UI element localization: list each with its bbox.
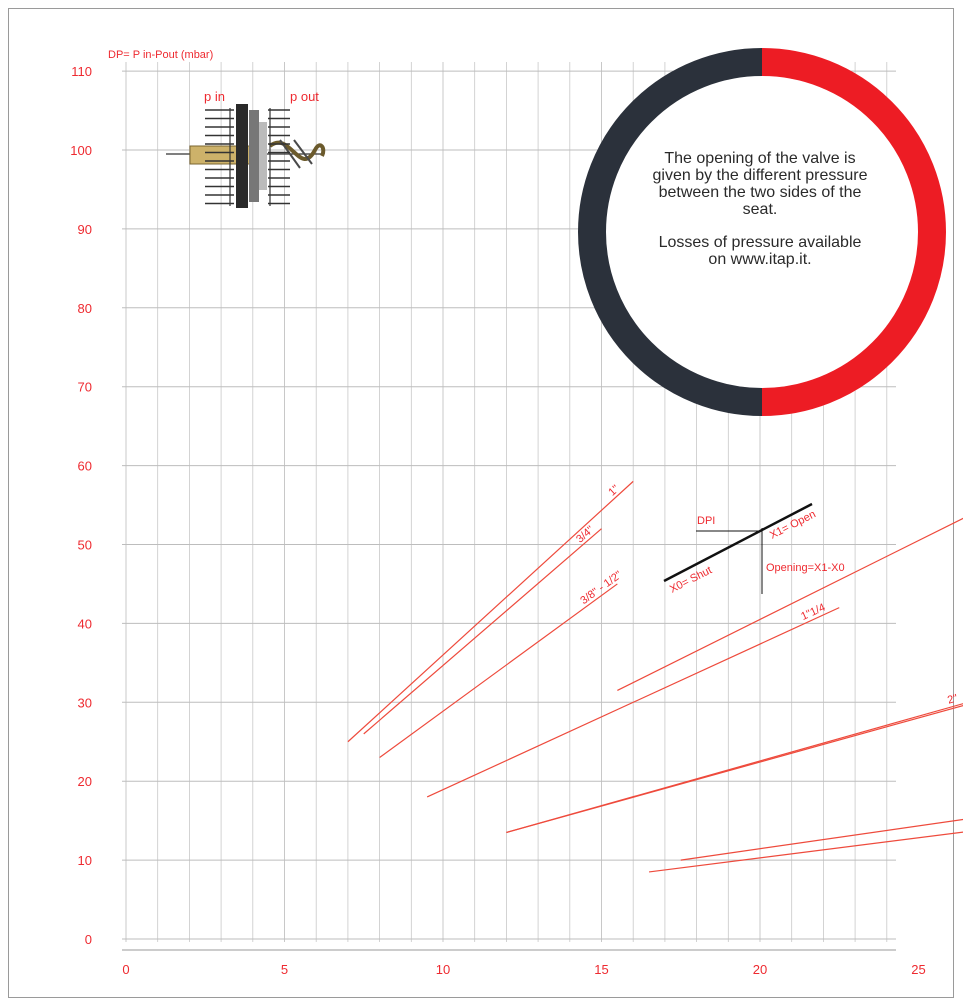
series-label: 3/4" [574, 524, 596, 546]
p-out-label: p out [290, 89, 319, 104]
y-tick-label: 30 [78, 695, 92, 710]
y-tick-label: 10 [78, 853, 92, 868]
y-tick-label: 90 [78, 222, 92, 237]
opening-legend-diagram: DPI X1= Open X0= Shut Opening=X1-X0 [663, 502, 845, 596]
info-circle-text: The opening of the valve is given by the… [648, 150, 872, 284]
series-line [347, 480, 634, 743]
y-tick-label: 40 [78, 616, 92, 631]
series-line [506, 703, 963, 834]
series-line [617, 517, 963, 692]
opening-formula-label: Opening=X1-X0 [766, 562, 845, 574]
y-tick-label: 70 [78, 380, 92, 395]
y-tick-label: 0 [85, 932, 92, 947]
x0-shut-label: X0= Shut [668, 564, 714, 595]
series-line [426, 607, 840, 798]
y-axis-label: DP= P in-Pout (mbar) [108, 49, 213, 61]
y-tick-label: 100 [70, 143, 92, 158]
x-tick-label: 20 [753, 962, 767, 977]
series-label: 2" [946, 692, 959, 706]
dpi-label: DPI [697, 515, 715, 527]
p-in-label: p in [204, 89, 225, 104]
y-tick-label: 110 [71, 64, 92, 79]
info-paragraph-2: Losses of pressure available on www.itap… [658, 234, 862, 268]
series-label: 1" [606, 483, 622, 499]
page-frame [8, 8, 954, 998]
y-tick-label: 80 [78, 301, 92, 316]
y-tick-label: 20 [78, 774, 92, 789]
x-tick-label: 15 [594, 962, 608, 977]
info-paragraph-1: The opening of the valve is given by the… [652, 150, 868, 218]
valve-diagram: p in p out [166, 89, 326, 208]
series-line [648, 831, 963, 873]
x-tick-label: 0 [122, 962, 129, 977]
chart-axes: 0510152025303540450102030405060708090100… [70, 64, 925, 977]
x-tick-label: 5 [281, 962, 288, 977]
x-tick-label: 10 [436, 962, 450, 977]
y-tick-label: 60 [78, 459, 92, 474]
series-line [506, 705, 963, 834]
series-line [379, 583, 618, 759]
info-circle [578, 48, 946, 416]
info-circle-left-arc [578, 48, 763, 416]
series-line [363, 528, 602, 735]
chart-series: 1"3/4"3/8" - 1/2"1"1/41"1/22"2"1/23"4" [347, 480, 963, 873]
series-line [680, 818, 963, 861]
y-tick-label: 50 [78, 538, 92, 553]
info-circle-right-arc [761, 48, 946, 416]
x-tick-label: 25 [911, 962, 925, 977]
